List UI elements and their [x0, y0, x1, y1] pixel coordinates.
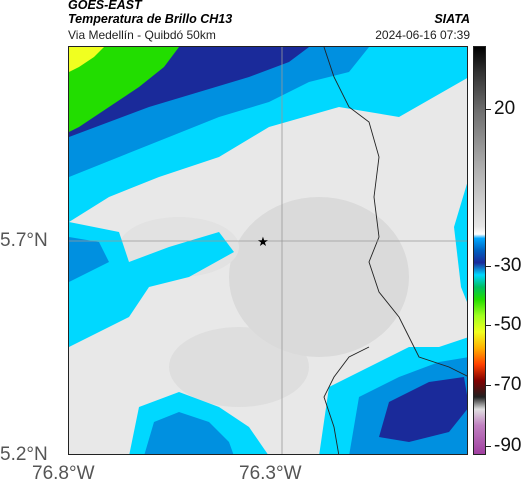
lon-label-1: 76.8°W [32, 463, 95, 484]
lat-label-2: 5.2°N [0, 444, 48, 465]
lat-label-1: 5.7°N [0, 230, 48, 251]
colorbar-label-neg90: -90 [494, 435, 522, 456]
map-panel[interactable]: ★ [68, 46, 468, 455]
brightness-temperature-map: ★ [69, 47, 467, 454]
product-title: Temperatura de Brillo CH13 [68, 12, 233, 26]
timestamp-label: 2024-06-16 07:39 [375, 28, 470, 42]
colorbar-label-neg70: -70 [494, 374, 522, 395]
cold-cloud-region-green [69, 47, 179, 132]
satellite-title: GOES-EAST [68, 0, 142, 12]
cloud-band-left [69, 222, 234, 347]
colorbar-label-neg50: -50 [494, 314, 522, 335]
colorbar-label-20: 20 [494, 98, 516, 119]
cold-cloud-region-yellow [69, 47, 104, 72]
border-line-south [323, 346, 370, 454]
border-line [323, 47, 467, 377]
agency-label: SIATA [434, 12, 470, 26]
location-subtitle: Via Medellín - Quibdó 50km [68, 28, 216, 42]
lon-label-2: 76.3°W [239, 463, 302, 484]
location-star-icon: ★ [257, 234, 269, 249]
colorbar-label-neg30: -30 [494, 255, 522, 276]
colorbar [473, 46, 486, 455]
